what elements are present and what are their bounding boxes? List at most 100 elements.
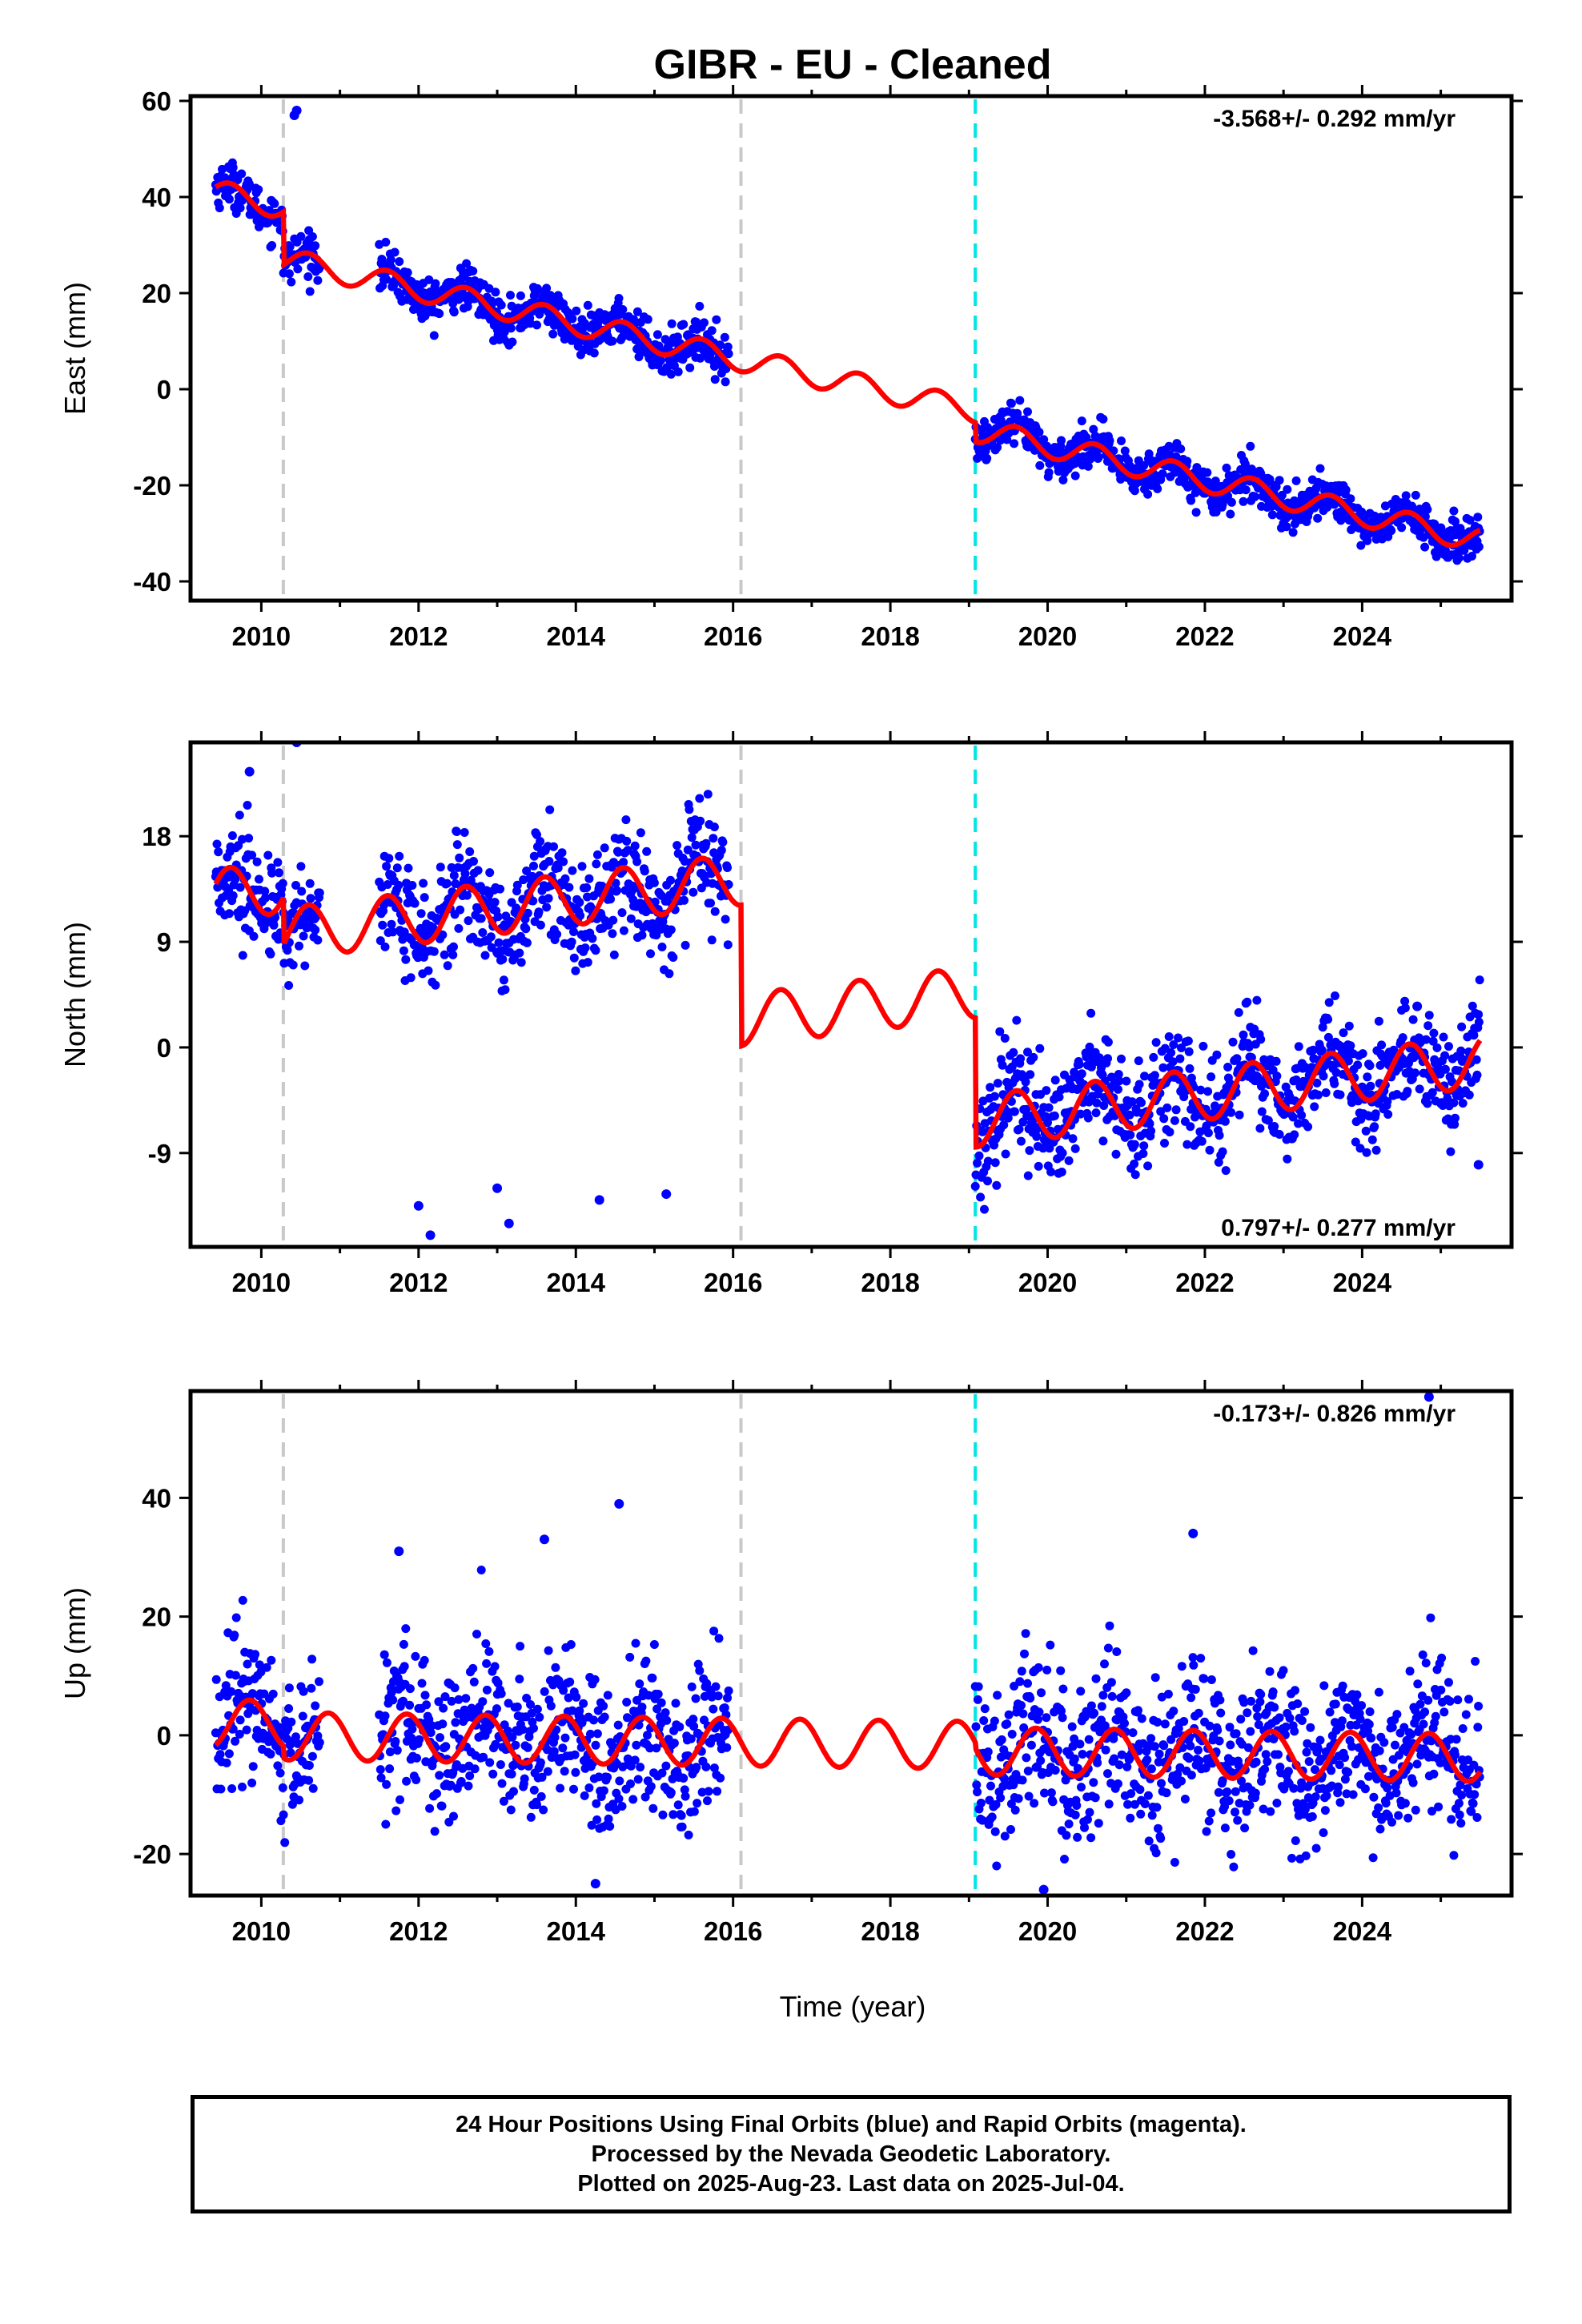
data-point bbox=[1225, 1723, 1235, 1732]
data-point bbox=[1196, 1085, 1206, 1095]
data-point bbox=[631, 1638, 640, 1648]
x-tick-label: 2022 bbox=[1175, 1268, 1234, 1297]
data-point bbox=[1381, 1799, 1391, 1808]
data-point bbox=[1009, 1780, 1018, 1790]
data-point bbox=[591, 1740, 600, 1750]
data-point bbox=[1083, 461, 1093, 471]
data-point bbox=[1330, 1079, 1339, 1088]
data-point bbox=[512, 880, 522, 890]
data-point bbox=[1465, 516, 1475, 525]
data-points bbox=[211, 106, 1484, 565]
data-point bbox=[1304, 1757, 1314, 1767]
data-point bbox=[1090, 1708, 1099, 1718]
data-point bbox=[709, 1626, 719, 1636]
data-point bbox=[689, 887, 698, 897]
data-point bbox=[571, 1767, 580, 1777]
data-point bbox=[1265, 1667, 1275, 1676]
data-point bbox=[649, 878, 659, 887]
data-point bbox=[464, 916, 473, 926]
data-point bbox=[637, 1703, 647, 1712]
data-point bbox=[1407, 501, 1416, 511]
data-point bbox=[1017, 1701, 1026, 1710]
data-point bbox=[1383, 1110, 1393, 1119]
data-point bbox=[228, 163, 238, 172]
data-point bbox=[569, 1784, 578, 1794]
data-point bbox=[1042, 1665, 1052, 1675]
data-point bbox=[227, 1784, 237, 1793]
data-point bbox=[632, 1740, 641, 1750]
data-point bbox=[1254, 1720, 1263, 1730]
data-point bbox=[451, 1718, 460, 1727]
data-point bbox=[424, 275, 434, 284]
data-point bbox=[238, 1782, 247, 1791]
data-point bbox=[1006, 1825, 1015, 1834]
data-point bbox=[420, 893, 429, 903]
data-point bbox=[382, 862, 391, 871]
data-point bbox=[1140, 1072, 1149, 1081]
data-point bbox=[1429, 1769, 1439, 1779]
data-point bbox=[1000, 1034, 1010, 1043]
data-point bbox=[1083, 1113, 1093, 1123]
data-point bbox=[248, 1762, 258, 1771]
data-point bbox=[1257, 1081, 1266, 1091]
data-point bbox=[697, 1787, 707, 1797]
data-point bbox=[1424, 1011, 1434, 1020]
data-point bbox=[608, 336, 617, 346]
data-point bbox=[284, 1704, 294, 1713]
x-tick-label: 2018 bbox=[861, 621, 919, 651]
data-point bbox=[1168, 1057, 1178, 1067]
data-point bbox=[419, 879, 428, 888]
data-point bbox=[1423, 505, 1432, 514]
data-point bbox=[685, 805, 694, 814]
data-point bbox=[1203, 1128, 1213, 1138]
data-point bbox=[472, 1630, 481, 1638]
data-point bbox=[1365, 1061, 1375, 1071]
data-point bbox=[1457, 1791, 1467, 1800]
data-point bbox=[1091, 1674, 1101, 1683]
data-point bbox=[1260, 1089, 1270, 1099]
data-point bbox=[462, 259, 472, 268]
data-point bbox=[449, 1811, 458, 1821]
data-point bbox=[693, 1799, 702, 1808]
data-point bbox=[482, 1685, 492, 1695]
data-point bbox=[469, 1677, 479, 1687]
data-point bbox=[509, 1787, 518, 1796]
data-point bbox=[1147, 1811, 1157, 1820]
data-point bbox=[508, 1732, 517, 1742]
data-point bbox=[971, 1722, 981, 1731]
x-tick-label: 2022 bbox=[1175, 1916, 1234, 1946]
data-point bbox=[539, 1805, 548, 1815]
data-point bbox=[293, 264, 303, 274]
data-point bbox=[230, 1630, 239, 1640]
data-point bbox=[1472, 1813, 1482, 1822]
data-point bbox=[1207, 1808, 1216, 1818]
data-point bbox=[1158, 1063, 1168, 1072]
data-point bbox=[1452, 1735, 1461, 1744]
data-point bbox=[1318, 1783, 1327, 1793]
data-point bbox=[454, 923, 464, 933]
data-point bbox=[1186, 1693, 1196, 1703]
data-point bbox=[1423, 1021, 1433, 1031]
data-point bbox=[473, 866, 483, 875]
data-point bbox=[299, 931, 308, 941]
data-point bbox=[1033, 1715, 1042, 1724]
data-point bbox=[622, 836, 632, 846]
data-point bbox=[1301, 1851, 1311, 1860]
data-point bbox=[452, 827, 461, 836]
data-point bbox=[1427, 1736, 1436, 1746]
data-point bbox=[689, 1807, 699, 1816]
data-point bbox=[311, 241, 320, 251]
data-point bbox=[580, 943, 590, 953]
data-point bbox=[308, 1783, 318, 1793]
data-point bbox=[1283, 1154, 1292, 1164]
data-point bbox=[1106, 1678, 1116, 1687]
data-point bbox=[1248, 1646, 1258, 1655]
data-point bbox=[270, 199, 279, 208]
data-point bbox=[307, 1683, 316, 1693]
data-point bbox=[377, 255, 387, 264]
data-point bbox=[1443, 1094, 1452, 1104]
data-point bbox=[1215, 1695, 1225, 1705]
data-point bbox=[1397, 523, 1407, 533]
data-point bbox=[293, 1739, 303, 1748]
data-point bbox=[1343, 1056, 1353, 1066]
